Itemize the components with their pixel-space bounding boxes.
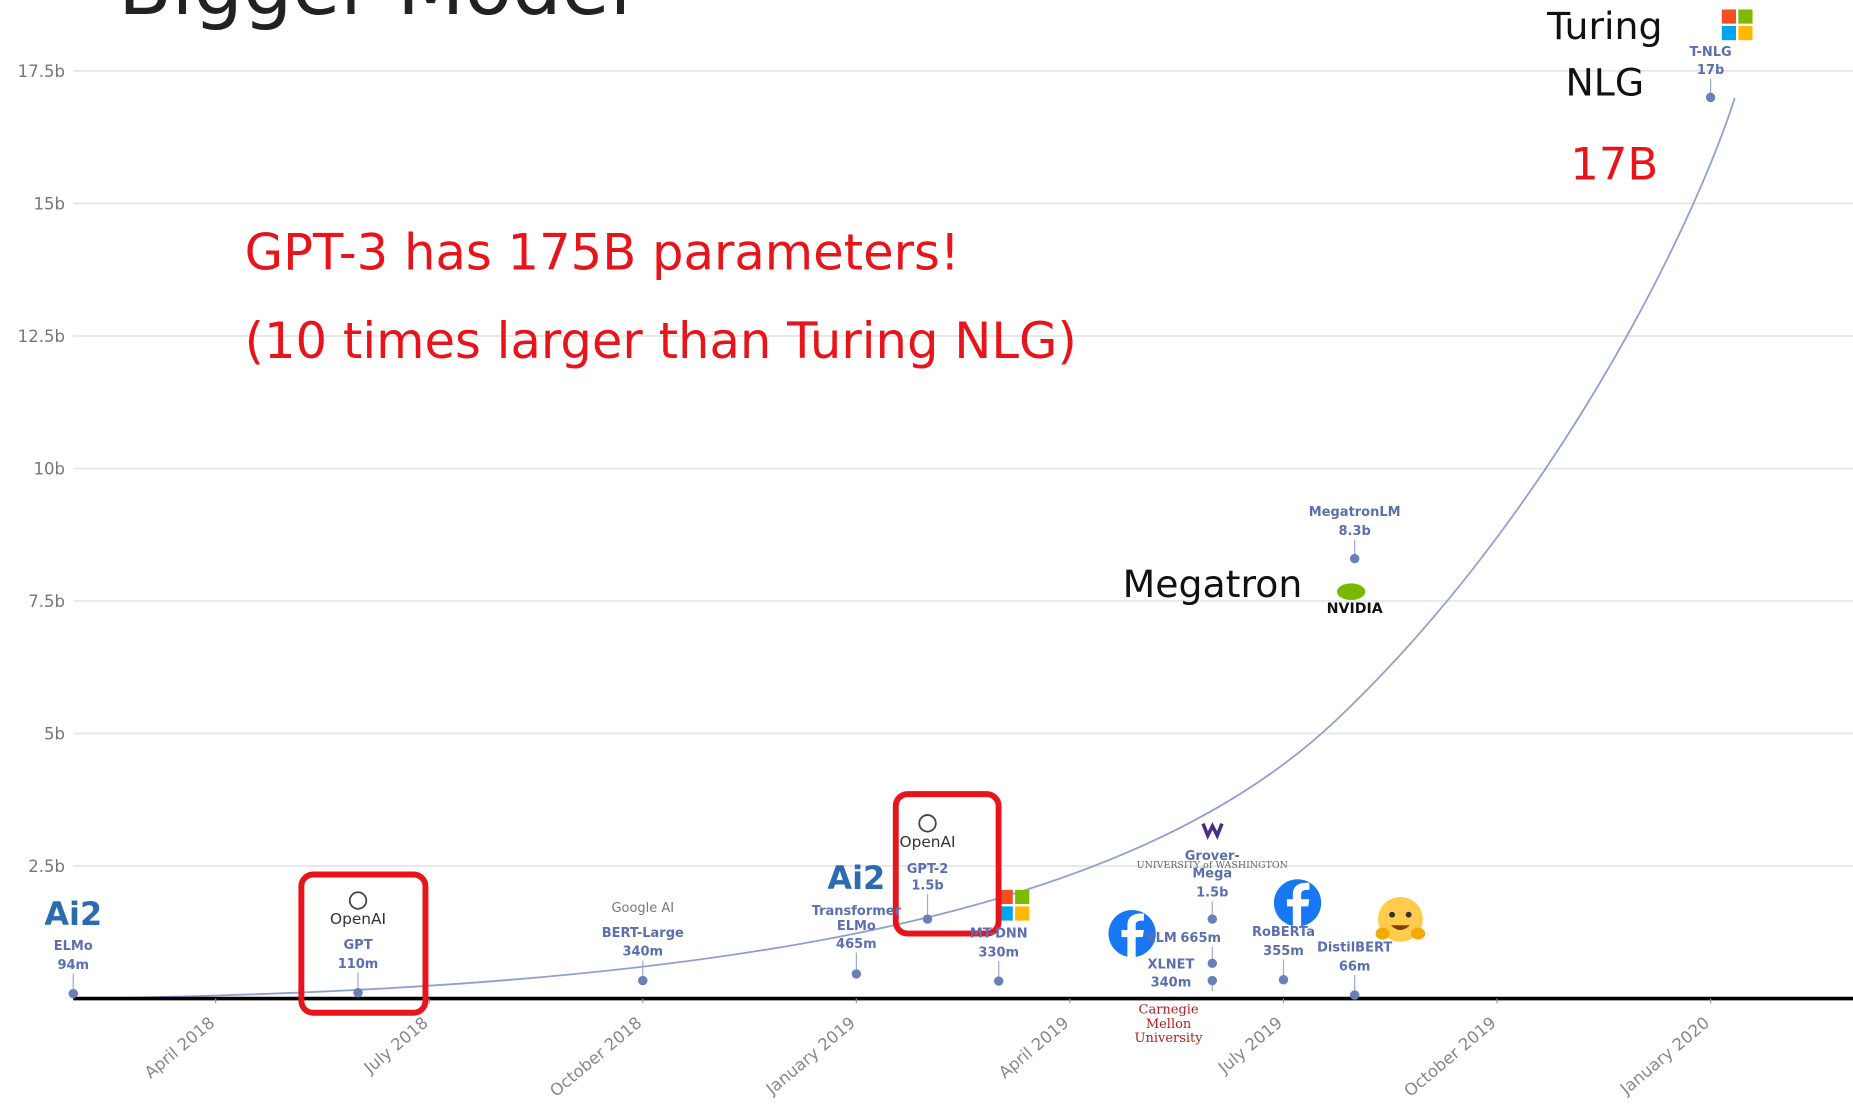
value-label: 8.3b — [1339, 524, 1371, 539]
model-name: BERT-Large — [602, 926, 684, 941]
x-tick-label: July 2019 — [1214, 1013, 1286, 1078]
uw-logo — [1201, 822, 1224, 840]
value-label: 17b — [1697, 63, 1724, 78]
grid — [73, 70, 1853, 867]
value-label: 340m — [1151, 975, 1192, 990]
x-tick-label: April 2019 — [995, 1013, 1072, 1082]
data-point — [1349, 553, 1360, 564]
microsoft-logo — [1721, 9, 1753, 41]
data-point — [851, 969, 862, 979]
data-point — [1705, 92, 1716, 103]
x-tick-label: April 2018 — [141, 1013, 218, 1082]
y-tick-label: 10b — [33, 459, 65, 478]
org-label: OpenAI — [900, 833, 956, 851]
model-name: DistilBERT — [1317, 940, 1392, 955]
highlight-box — [298, 871, 429, 1016]
value-label: 665m — [1180, 931, 1221, 946]
openai-logo — [918, 814, 937, 833]
nvidia-logo — [1336, 583, 1366, 600]
huggingface-logo — [1375, 896, 1426, 942]
trend-curve — [73, 97, 1736, 1000]
value-label: 340m — [622, 945, 663, 960]
y-tick-label: 12.5b — [18, 327, 65, 346]
annotation: GPT-3 has 175B parameters! — [245, 223, 960, 281]
model-name: MegatronLM — [1309, 505, 1401, 520]
data-point — [353, 988, 363, 998]
value-label: 355m — [1263, 944, 1304, 959]
data-point — [994, 976, 1004, 986]
annotation: Megatron — [1123, 562, 1303, 606]
model-name: MT-DNN — [970, 926, 1028, 941]
annotation: (10 times larger than Turing NLG) — [245, 312, 1077, 370]
annotation: NLG — [1566, 61, 1645, 105]
x-tick-label: January 2020 — [1616, 1013, 1713, 1099]
model-name: GPT — [344, 938, 373, 953]
value-label: 94m — [57, 958, 89, 973]
value-label: 465m — [836, 937, 877, 952]
model-name: XLM — [1146, 931, 1177, 946]
data-point — [1349, 990, 1360, 1000]
model-name: Transformer ELMo — [812, 904, 902, 934]
data-point — [638, 975, 648, 986]
value-label: 66m — [1339, 959, 1371, 974]
y-tick-label: 2.5b — [28, 857, 65, 876]
facebook-logo — [1108, 909, 1156, 958]
org-label: Ai2 — [827, 859, 885, 897]
org-label: UNIVERSITY of WASHINGTON — [1137, 860, 1288, 871]
y-tick-label: 5b — [44, 724, 65, 743]
org-label: Google AI — [611, 901, 674, 916]
org-label: OpenAI — [330, 910, 386, 928]
value-label: 1.5b — [911, 879, 943, 894]
x-tick-label: July 2018 — [360, 1013, 432, 1078]
value-label: 110m — [338, 957, 379, 972]
data-point — [1207, 975, 1218, 986]
org-label: Carnegie Mellon University — [1135, 1003, 1204, 1046]
data-point — [1207, 958, 1218, 969]
model-name: GPT-2 — [907, 862, 949, 877]
model-name: T-NLG — [1690, 45, 1732, 60]
model-name: ELMo — [54, 939, 93, 954]
model-name: XLNET — [1147, 958, 1194, 973]
x-tick-label: October 2019 — [1400, 1013, 1499, 1101]
value-label: 1.5b — [1196, 886, 1228, 901]
org-label: NVIDIA — [1327, 601, 1383, 617]
model-name: Grover-Mega — [1185, 849, 1240, 882]
model-name: RoBERTa — [1252, 925, 1315, 940]
x-tick-label: January 2019 — [762, 1013, 859, 1099]
annotation: Turing — [1546, 4, 1662, 48]
slide-title: Bigger Model — [118, 0, 631, 33]
facebook-logo — [1273, 879, 1322, 927]
data-point — [68, 988, 79, 999]
microsoft-logo — [998, 889, 1030, 921]
openai-logo — [348, 891, 368, 910]
y-tick-label: 17.5b — [18, 62, 65, 81]
annotation: 17B — [1570, 138, 1658, 191]
data-point — [1207, 914, 1218, 924]
data-point — [1278, 975, 1289, 985]
highlight-box — [892, 791, 1002, 937]
org-label: Ai2 — [44, 895, 102, 933]
y-tick-label: 15b — [33, 194, 65, 213]
x-tick-label: October 2018 — [546, 1013, 645, 1101]
y-tick-label: 7.5b — [28, 592, 65, 611]
value-label: 330m — [978, 945, 1019, 960]
data-point — [922, 914, 933, 924]
